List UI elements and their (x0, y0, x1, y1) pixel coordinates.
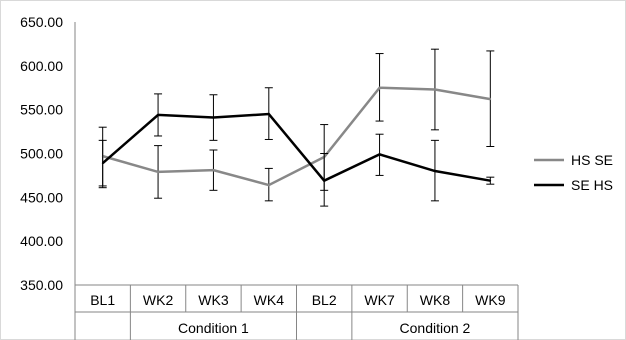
data-point (212, 116, 215, 119)
x-tick-label: WK3 (198, 292, 229, 308)
data-point (157, 114, 159, 116)
x-tick-label: WK8 (420, 292, 451, 308)
data-point (212, 169, 215, 171)
x-group-label: Condition 2 (400, 320, 471, 336)
y-tick-label: 500.00 (20, 146, 63, 162)
legend: HS SE SE HS (534, 152, 613, 193)
series-line (102, 86, 491, 187)
x-group-label: Condition 1 (178, 320, 249, 336)
series-se-hs (98, 87, 495, 207)
x-axis-tick-labels: BL1 WK2 WK3 WK4 BL2 WK7 WK8 WK9 (90, 292, 505, 308)
x-tick-label: WK2 (143, 292, 174, 308)
data-point (268, 113, 270, 115)
legend-label: HS SE (571, 152, 613, 168)
x-axis-group-labels: Condition 1 Condition 2 (178, 320, 471, 336)
x-tick-label: WK4 (254, 292, 285, 308)
data-point (157, 171, 159, 173)
series-line (101, 112, 491, 183)
y-tick-label: 650.00 (20, 14, 63, 30)
x-tick-label: WK9 (475, 292, 506, 308)
y-tick-label: 450.00 (20, 189, 63, 205)
y-tick-label: 350.00 (20, 277, 63, 293)
y-axis-tick-labels: 350.00 400.00 450.00 500.00 550.00 600.00 650.… (20, 14, 63, 293)
axes (74, 22, 519, 340)
data-point (378, 153, 381, 156)
y-tick-label: 550.00 (20, 102, 63, 118)
data-point (268, 184, 270, 186)
data-point (434, 88, 436, 91)
data-point (489, 98, 492, 100)
data-series (98, 48, 495, 207)
legend-label: SE HS (571, 177, 613, 193)
data-point (434, 170, 436, 172)
x-tick-label: BL1 (90, 292, 115, 308)
data-point (101, 162, 104, 164)
x-tick-label: BL2 (312, 292, 337, 308)
data-point (489, 179, 492, 182)
data-point (323, 179, 325, 182)
data-point (378, 86, 381, 89)
y-tick-label: 400.00 (20, 233, 63, 249)
x-tick-label: WK7 (364, 292, 395, 308)
y-tick-label: 600.00 (20, 58, 63, 74)
